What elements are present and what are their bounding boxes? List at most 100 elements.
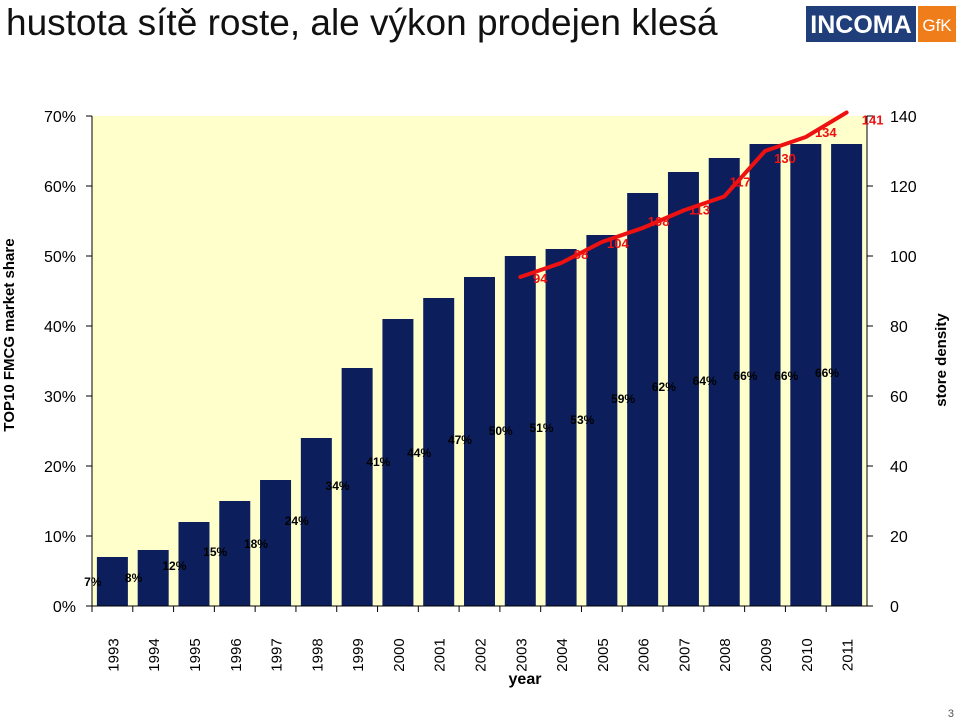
bar-label-2007: 62% <box>652 380 676 394</box>
bar-1995 <box>178 522 210 606</box>
bar-label-2008: 64% <box>693 374 717 388</box>
bar-label-2009: 66% <box>733 369 757 383</box>
y2-tick-label-3: 60 <box>890 389 908 406</box>
line-label-2009: 130 <box>774 151 796 166</box>
x-ticks-group: 1993 1994 1995 1996 1997 1998 1999 2000 2001 2002… <box>91 606 857 672</box>
y-tick-label-6: 60% <box>44 179 76 196</box>
x-tick-label-2002: 2002 <box>473 638 490 671</box>
bar-label-2010: 66% <box>774 369 798 383</box>
bar-1996 <box>219 501 251 606</box>
y-axis-right-label: store density <box>933 313 950 407</box>
x-tick-label-2004: 2004 <box>554 638 571 671</box>
bars-group <box>96 144 863 606</box>
bar-2003 <box>504 256 536 606</box>
y2-tick-label-6: 120 <box>890 179 917 196</box>
x-tick-label-1994: 1994 <box>146 638 163 671</box>
line-label-2008: 117 <box>730 175 751 190</box>
x-tick-label-2007: 2007 <box>676 638 693 671</box>
x-tick-label-1993: 1993 <box>105 638 122 671</box>
line-label-2006: 108 <box>648 214 670 229</box>
bar-1997 <box>260 480 292 606</box>
y-ticks-left-group: 0% 10% 20% 30% 40% 50% 60% 70% <box>44 109 92 616</box>
x-tick-label-1999: 1999 <box>350 638 367 671</box>
bar-label-2001: 44% <box>407 446 431 460</box>
store-density-line <box>518 110 849 279</box>
bar-label-1995: 12% <box>162 559 186 573</box>
logo-primary-text: INCOMA <box>810 11 911 39</box>
bar-2005 <box>586 235 618 606</box>
y2-tick-label-7: 140 <box>890 109 917 126</box>
bar-2010 <box>790 144 822 606</box>
slide-title: hustota sítě roste, ale výkon prodejen k… <box>6 2 718 43</box>
logo-secondary-box <box>918 6 956 42</box>
bar-label-2003: 50% <box>489 424 513 438</box>
x-tick-label-1997: 1997 <box>269 638 286 671</box>
y-tick-label-0: 0% <box>53 599 76 616</box>
bar-label-2011: 66% <box>815 366 839 380</box>
bar-label-2004: 51% <box>529 421 553 435</box>
x-tick-label-2005: 2005 <box>595 638 612 671</box>
y-ticks-right-group: 0 20 40 60 80 100 120 140 <box>867 109 917 616</box>
y-tick-label-3: 30% <box>44 389 76 406</box>
y2-tick-label-2: 40 <box>890 459 908 476</box>
bar-2001 <box>423 298 455 606</box>
page-number: 3 <box>947 708 954 720</box>
x-tick-label-2000: 2000 <box>391 638 408 671</box>
y2-tick-label-0: 0 <box>890 599 899 616</box>
x-tick-label-2010: 2010 <box>799 638 816 671</box>
bar-label-1999: 34% <box>326 479 350 493</box>
x-tick-label-2008: 2008 <box>717 638 734 671</box>
x-tick-label-1995: 1995 <box>187 638 204 671</box>
y-tick-label-2: 20% <box>44 459 76 476</box>
line-label-2011: 141 <box>862 113 884 128</box>
x-tick-label-1996: 1996 <box>228 638 245 671</box>
x-tick-label-2009: 2009 <box>758 638 775 671</box>
bar-2011 <box>831 144 863 606</box>
x-axis-label: year <box>509 671 542 688</box>
bar-2006 <box>627 193 659 606</box>
line-label-2010: 134 <box>815 125 837 140</box>
bar-label-1996: 15% <box>203 545 227 559</box>
x-tick-label-1998: 1998 <box>309 638 326 671</box>
bar-1994 <box>137 550 169 606</box>
bar-2007 <box>667 172 699 606</box>
bar-2008 <box>708 158 740 606</box>
bar-label-2005: 53% <box>570 413 594 427</box>
logo-secondary-text: GfK <box>922 16 952 35</box>
bar-2002 <box>464 277 495 606</box>
incoma-gfk-logo: INCOMA GfK <box>806 6 956 42</box>
bar-label-2000: 41% <box>366 455 390 469</box>
line-label-2005: 104 <box>607 236 629 251</box>
bar-label-1998: 24% <box>285 514 309 528</box>
bar-label-1994: 8% <box>125 571 143 585</box>
y-tick-label-4: 40% <box>44 319 76 336</box>
y-tick-label-5: 50% <box>44 249 76 266</box>
y2-tick-label-1: 20 <box>890 529 908 546</box>
bar-1998 <box>300 438 332 606</box>
logo-primary-box <box>806 6 916 42</box>
x-tick-label-2001: 2001 <box>432 638 449 671</box>
y2-tick-label-4: 80 <box>890 319 908 336</box>
bar-2004 <box>545 249 577 606</box>
line-label-2007: 113 <box>689 203 710 218</box>
bar-2009 <box>749 144 781 606</box>
bar-labels-group: 7% 8% 12% 15% 18% 24% 34% 41% 44% 47% 50% 51% 53% 59%… <box>84 366 839 589</box>
bar-label-2006: 59% <box>611 392 635 406</box>
bar-1999 <box>341 368 373 606</box>
x-tick-label-2011: 2011 <box>840 639 857 671</box>
line-labels-group: 94 98 104 108 113 117 130 134 141 <box>533 113 883 287</box>
y-axis-left-label: TOP10 FMCG market share <box>1 238 18 431</box>
line-label-2004: 98 <box>574 247 588 262</box>
bar-label-1993: 7% <box>84 575 102 589</box>
y-tick-label-1: 10% <box>44 529 76 546</box>
bar-2000 <box>382 319 414 606</box>
bar-label-2002: 47% <box>448 433 472 447</box>
y-tick-label-7: 70% <box>44 109 76 126</box>
y2-tick-label-5: 100 <box>890 249 917 266</box>
x-tick-label-2006: 2006 <box>636 638 653 671</box>
line-label-2003: 94 <box>533 271 548 286</box>
bar-label-1997: 18% <box>244 537 268 551</box>
x-tick-label-2003: 2003 <box>513 638 530 671</box>
bar-1993 <box>96 557 128 606</box>
